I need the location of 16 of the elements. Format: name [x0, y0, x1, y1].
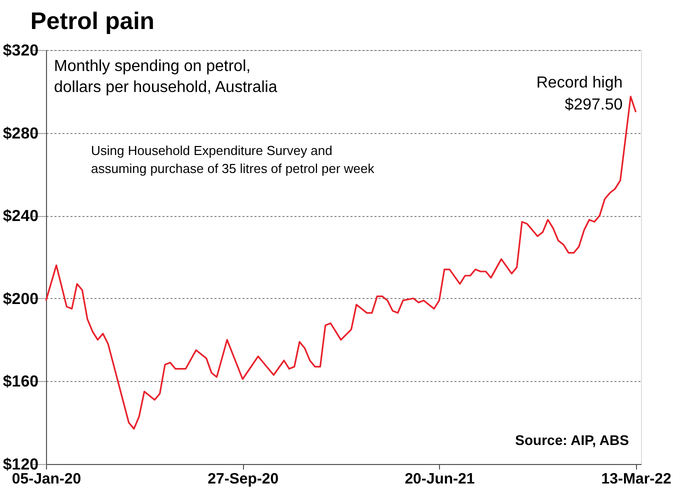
line-series — [45, 96, 637, 430]
annotation: Using Household Expenditure Survey and assuming purchase of 35 litres of petrol per week — [91, 143, 375, 176]
y-tick-label: $160 — [2, 374, 39, 391]
x-tick-label: 20-Jun-21 — [404, 470, 475, 488]
x-tick-label: 27-Sep-20 — [208, 470, 279, 488]
y-tick-label: $200 — [2, 290, 39, 308]
annotation: Monthly spending on petrol, dollars per household, Australia — [54, 58, 278, 96]
y-tick-label: $120 — [2, 456, 39, 474]
annotation: Record high $297.50 — [536, 74, 623, 114]
y-tick-label: $240 — [2, 208, 39, 226]
x-tick-label: 05-Jan-20 — [12, 470, 82, 488]
x-tick-label: 13-Mar-22 — [601, 470, 672, 488]
y-tick-label: $320 — [2, 42, 39, 60]
chart-title: Petrol pain — [30, 8, 154, 35]
y-tick-label: $280 — [2, 125, 39, 142]
annotation: Source: AIP, ABS — [515, 432, 629, 448]
